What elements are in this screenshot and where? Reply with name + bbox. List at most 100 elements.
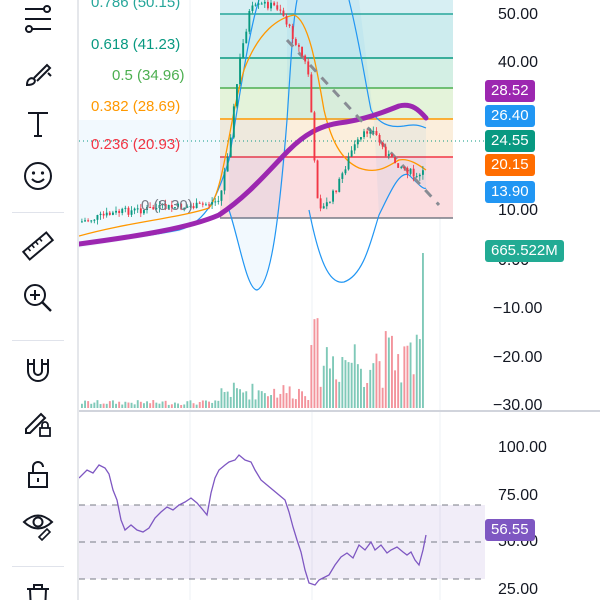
chart-canvas[interactable] — [79, 0, 600, 600]
candle — [245, 31, 248, 44]
candle — [143, 210, 145, 214]
volume-bar — [291, 398, 294, 408]
candle — [189, 206, 192, 208]
volume-bar — [242, 392, 245, 408]
text-button[interactable] — [14, 104, 62, 144]
volume-bar — [406, 345, 409, 408]
brush-icon — [25, 63, 52, 87]
candle — [214, 201, 217, 203]
zoom-in-icon — [24, 284, 52, 312]
rsi-line — [79, 454, 427, 586]
volume-bar — [282, 385, 285, 408]
candle — [170, 204, 173, 208]
zoom-in-button[interactable] — [14, 278, 62, 318]
candle — [378, 135, 381, 143]
candle — [310, 74, 313, 113]
volume-bar — [239, 389, 241, 408]
volume-bar — [422, 253, 424, 408]
volume-bar — [288, 386, 291, 408]
volume-bar — [118, 401, 121, 408]
candle — [146, 207, 148, 211]
magnet-button[interactable] — [14, 350, 62, 390]
rsi-tick-25: 25.00 — [498, 581, 539, 598]
volume-bar — [310, 345, 313, 408]
volume-bar — [183, 404, 186, 408]
volume-bar — [189, 400, 192, 408]
fib-label-0786: 0.786 (50.15) — [91, 0, 181, 11]
candle — [164, 204, 167, 209]
volume-bar — [263, 393, 266, 408]
candle — [177, 203, 179, 208]
candle — [301, 46, 303, 56]
volume-bar — [257, 390, 260, 408]
volume-bar — [149, 403, 152, 408]
unlock-button[interactable] — [14, 454, 62, 494]
volume-bar — [164, 400, 167, 408]
fib-zone — [220, 157, 453, 218]
volume-bar — [155, 402, 158, 408]
volume-bar — [403, 346, 406, 408]
candle — [338, 178, 341, 192]
volume-bar — [356, 364, 359, 408]
candle — [276, 5, 279, 10]
fib-zone — [220, 58, 453, 88]
fib-tool-button[interactable] — [14, 0, 62, 40]
trash-button[interactable] — [14, 576, 62, 600]
price-tick-minus30: −30.00 — [493, 397, 543, 414]
volume-bar — [81, 403, 83, 408]
candle — [422, 170, 424, 175]
volume-bar — [319, 386, 322, 408]
eye-button[interactable] — [14, 504, 62, 544]
candle — [205, 204, 207, 206]
rsi-value-badge: 56.55 — [485, 519, 535, 541]
candle — [139, 208, 142, 214]
candle — [316, 160, 319, 199]
eye-icon — [22, 514, 54, 541]
lock-drawing-button[interactable] — [14, 402, 62, 442]
fib-label-0236: 0.236 (20.93) — [91, 136, 181, 153]
ruler-button[interactable] — [14, 226, 62, 266]
fib-label-0: 0 (8.30) — [141, 197, 193, 214]
volume-bar — [267, 396, 269, 408]
candle — [350, 150, 353, 157]
candle — [403, 166, 406, 169]
volume-bar — [112, 400, 114, 408]
candle — [387, 154, 390, 157]
chart-area[interactable]: 0.786 (50.15) 0.618 (41.23) 0.5 (34.96) … — [79, 0, 600, 600]
candle — [344, 169, 347, 174]
candle — [257, 3, 260, 5]
volume-bars — [81, 253, 424, 408]
fib-label-05: 0.5 (34.96) — [112, 67, 185, 84]
volume-value-badge: 665.522M — [485, 240, 564, 262]
volume-bar — [102, 403, 105, 408]
volume-bar — [248, 399, 251, 408]
fib-tool-icon — [25, 5, 51, 33]
candle — [325, 202, 328, 207]
candle — [223, 171, 226, 191]
trash-icon — [27, 584, 49, 600]
pane-separator[interactable] — [79, 410, 600, 412]
emoji-button[interactable] — [14, 156, 62, 196]
candle — [372, 131, 375, 133]
candle — [294, 38, 297, 45]
candle — [174, 207, 176, 209]
candle — [381, 142, 384, 147]
magnet-icon — [27, 359, 49, 382]
candle — [130, 210, 133, 215]
candle — [341, 173, 344, 179]
volume-bar — [170, 404, 173, 408]
candle — [87, 220, 90, 222]
volume-bar — [285, 393, 288, 408]
candle — [409, 168, 412, 174]
fib-retracement[interactable] — [220, 0, 453, 219]
candle — [192, 206, 195, 209]
candle — [183, 207, 186, 210]
brush-button[interactable] — [14, 54, 62, 94]
trend-line[interactable] — [285, 38, 441, 207]
current-price-badge: 24.55 — [485, 130, 535, 152]
volume-bar — [415, 334, 418, 408]
volume-bar — [105, 403, 108, 408]
price-tick-minus10: −10.00 — [493, 300, 543, 317]
candle — [322, 206, 325, 209]
candle — [180, 203, 183, 210]
